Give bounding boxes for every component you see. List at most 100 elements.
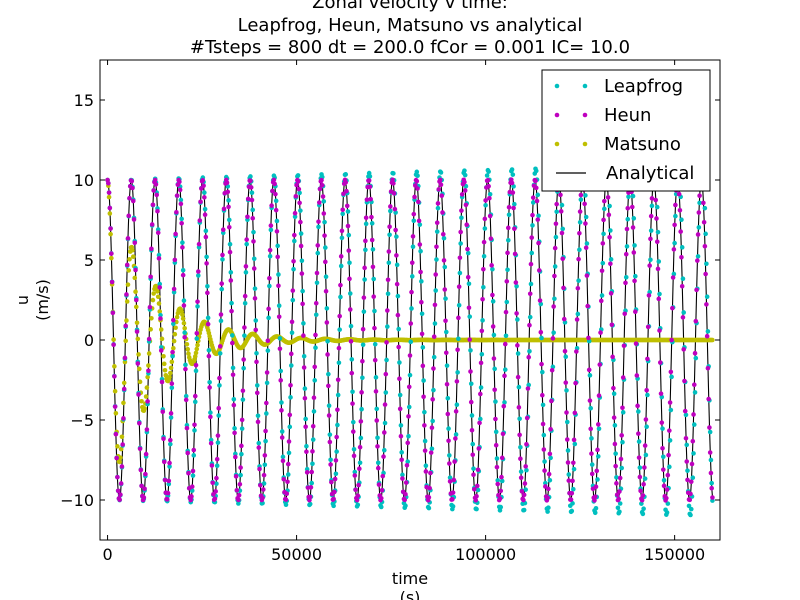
data-point-heun (638, 488, 643, 494)
legend-item-heun: Heun (554, 105, 651, 126)
data-point-heun (220, 227, 226, 232)
data-point-heun (641, 482, 646, 487)
data-point-leapfrog (403, 503, 408, 508)
data-point-leapfrog (630, 193, 636, 199)
data-point-matsuno (137, 379, 143, 385)
data-point-heun (450, 497, 455, 502)
data-point-heun (106, 180, 111, 186)
data-point-heun (357, 466, 362, 472)
data-point-heun (480, 297, 485, 302)
data-point-leapfrog (693, 355, 699, 361)
data-point-matsuno (121, 380, 127, 386)
legend-label-heun: Heun (604, 105, 651, 126)
data-point-heun (586, 367, 592, 373)
data-point-leapfrog (481, 253, 487, 259)
data-point-heun (502, 373, 507, 379)
data-point-heun (474, 483, 480, 489)
data-point-heun (688, 491, 693, 497)
data-point-leapfrog (679, 217, 684, 222)
data-point-heun (287, 412, 293, 418)
data-point-heun (232, 430, 237, 436)
data-point-matsuno (151, 291, 156, 296)
data-point-matsuno (148, 327, 153, 332)
data-point-heun (433, 272, 439, 277)
data-point-heun (439, 193, 445, 198)
data-point-heun (397, 406, 403, 412)
data-point-leapfrog (512, 201, 517, 207)
data-point-leapfrog (252, 286, 258, 291)
data-point-heun (697, 193, 702, 198)
data-point-heun (541, 447, 547, 452)
data-point-heun (242, 293, 248, 299)
data-point-leapfrog (328, 457, 333, 463)
data-point-heun (689, 461, 695, 467)
data-point-heun (200, 178, 206, 183)
data-point-matsuno (155, 294, 161, 300)
data-point-heun (292, 232, 297, 238)
data-point-heun (459, 192, 465, 197)
data-point-heun (391, 191, 397, 196)
data-point-heun (126, 213, 132, 219)
data-point-heun (193, 362, 199, 368)
data-point-heun (428, 450, 434, 455)
data-point-leapfrog (352, 469, 358, 475)
data-point-heun (203, 234, 209, 240)
data-point-matsuno (185, 346, 191, 352)
data-point-leapfrog (217, 351, 223, 356)
data-point-leapfrog (285, 472, 291, 477)
data-point-heun (695, 258, 700, 263)
data-point-leapfrog (276, 272, 281, 277)
data-point-heun (226, 204, 231, 210)
data-point-heun (233, 474, 239, 479)
data-point-leapfrog (321, 199, 327, 204)
data-point-heun (597, 362, 603, 367)
data-point-leapfrog (370, 247, 376, 252)
data-point-heun (563, 380, 569, 385)
data-point-matsuno (108, 231, 113, 237)
data-point-heun (262, 453, 268, 458)
data-point-heun (440, 210, 445, 215)
data-point-matsuno (117, 459, 122, 465)
data-point-leapfrog (465, 250, 471, 256)
data-point-heun (440, 231, 446, 237)
data-point-leapfrog (704, 261, 709, 267)
data-point-leapfrog (288, 395, 293, 400)
data-point-leapfrog (323, 274, 329, 280)
data-point-heun (486, 183, 491, 189)
data-point-leapfrog (168, 441, 173, 447)
data-point-leapfrog (433, 288, 439, 293)
data-point-heun (270, 188, 275, 194)
data-point-leapfrog (301, 321, 306, 326)
data-point-leapfrog (672, 240, 677, 246)
data-point-heun (419, 331, 425, 337)
data-point-heun (366, 178, 372, 183)
data-point-leapfrog (438, 170, 444, 175)
data-point-heun (450, 490, 456, 495)
data-point-leapfrog (322, 219, 327, 225)
legend-marker-leapfrog (554, 83, 560, 89)
data-point-leapfrog (385, 324, 390, 329)
data-point-heun (462, 179, 467, 185)
data-point-heun (227, 249, 233, 255)
data-point-leapfrog (292, 238, 297, 244)
data-point-heun (637, 474, 643, 480)
data-point-leapfrog (179, 216, 184, 222)
data-point-leapfrog (686, 503, 692, 509)
y-tick-label: 0 (84, 331, 94, 350)
data-point-heun (522, 481, 528, 486)
data-point-heun (452, 459, 457, 464)
data-point-leapfrog (298, 208, 303, 213)
data-point-leapfrog (347, 291, 353, 296)
data-point-matsuno (186, 351, 191, 356)
data-point-leapfrog (333, 471, 339, 477)
data-point-leapfrog (241, 365, 246, 371)
data-point-leapfrog (279, 429, 285, 434)
data-point-leapfrog (167, 464, 172, 469)
data-point-leapfrog (623, 275, 629, 280)
data-point-matsuno (161, 354, 166, 359)
data-point-leapfrog (708, 457, 714, 463)
data-point-heun (294, 182, 299, 188)
data-point-leapfrog (431, 387, 436, 393)
data-point-leapfrog (691, 451, 696, 456)
data-point-heun (446, 438, 451, 444)
